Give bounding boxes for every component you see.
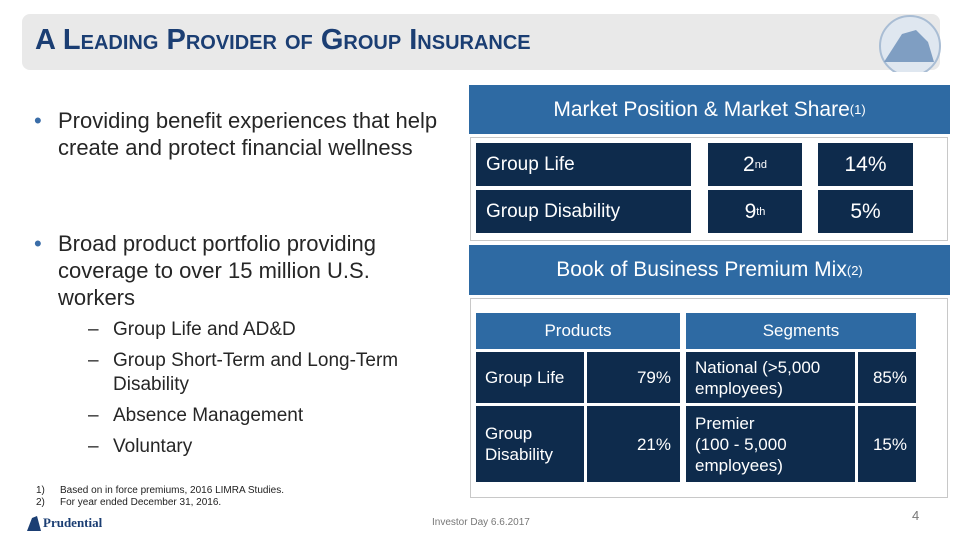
product-share: 79% [587, 352, 680, 403]
segment-share: 85% [858, 352, 916, 403]
title-bar [22, 14, 940, 70]
row-label: Group Life [476, 143, 691, 186]
header-text: Market Position & Market Share [553, 97, 850, 121]
corner-logo [879, 15, 941, 72]
footnote-marker: 1) [36, 485, 45, 496]
footnote: For year ended December 31, 2016. [60, 497, 222, 508]
share: 5% [818, 190, 913, 233]
table-header: Products [476, 313, 680, 349]
bullet: Broad product portfolio providing covera… [34, 230, 443, 311]
section-header: Book of Business Premium Mix (2) [469, 245, 950, 295]
product: Group Disability [476, 406, 584, 482]
sub-bullet: Group Life and AD&D [88, 318, 443, 342]
product-share: 21% [587, 406, 680, 482]
logo-rock [884, 30, 934, 62]
footer-logo: Prudential [43, 515, 103, 530]
footer-event: Investor Day 6.6.2017 [432, 517, 530, 528]
table-header: Segments [686, 313, 916, 349]
rank-suffix: nd [754, 158, 767, 171]
header-note: (2) [846, 262, 863, 278]
product: Group Life [476, 352, 584, 403]
section-header: Market Position & Market Share (1) [469, 85, 950, 134]
segment-share: 15% [858, 406, 916, 482]
rank-suffix: th [756, 205, 766, 218]
row-label: Group Disability [476, 190, 691, 233]
header-note: (1) [849, 102, 866, 117]
slide-title: A Leading Provider of Group Insurance [35, 24, 531, 56]
rock-icon [27, 516, 41, 531]
segment: Premier (100 - 5,000 employees) [686, 406, 855, 482]
sub-bullet: Group Short-Term and Long-Term Disabilit… [88, 349, 443, 397]
prudential-icon [27, 516, 41, 531]
footnote-marker: 2) [36, 497, 45, 508]
share: 14% [818, 143, 913, 186]
sub-bullet: Absence Management [88, 404, 443, 428]
page-number: 4 [912, 508, 920, 523]
rank: 9 [744, 199, 757, 223]
rank: 2 [743, 152, 755, 176]
bullet: Providing benefit experiences that help … [34, 107, 443, 161]
segment: National (>5,000 employees) [686, 352, 855, 403]
header-text: Book of Business Premium Mix [556, 258, 847, 281]
sub-bullet: Voluntary [88, 435, 443, 459]
footnote: Based on in force premiums, 2016 LIMRA S… [60, 485, 285, 496]
